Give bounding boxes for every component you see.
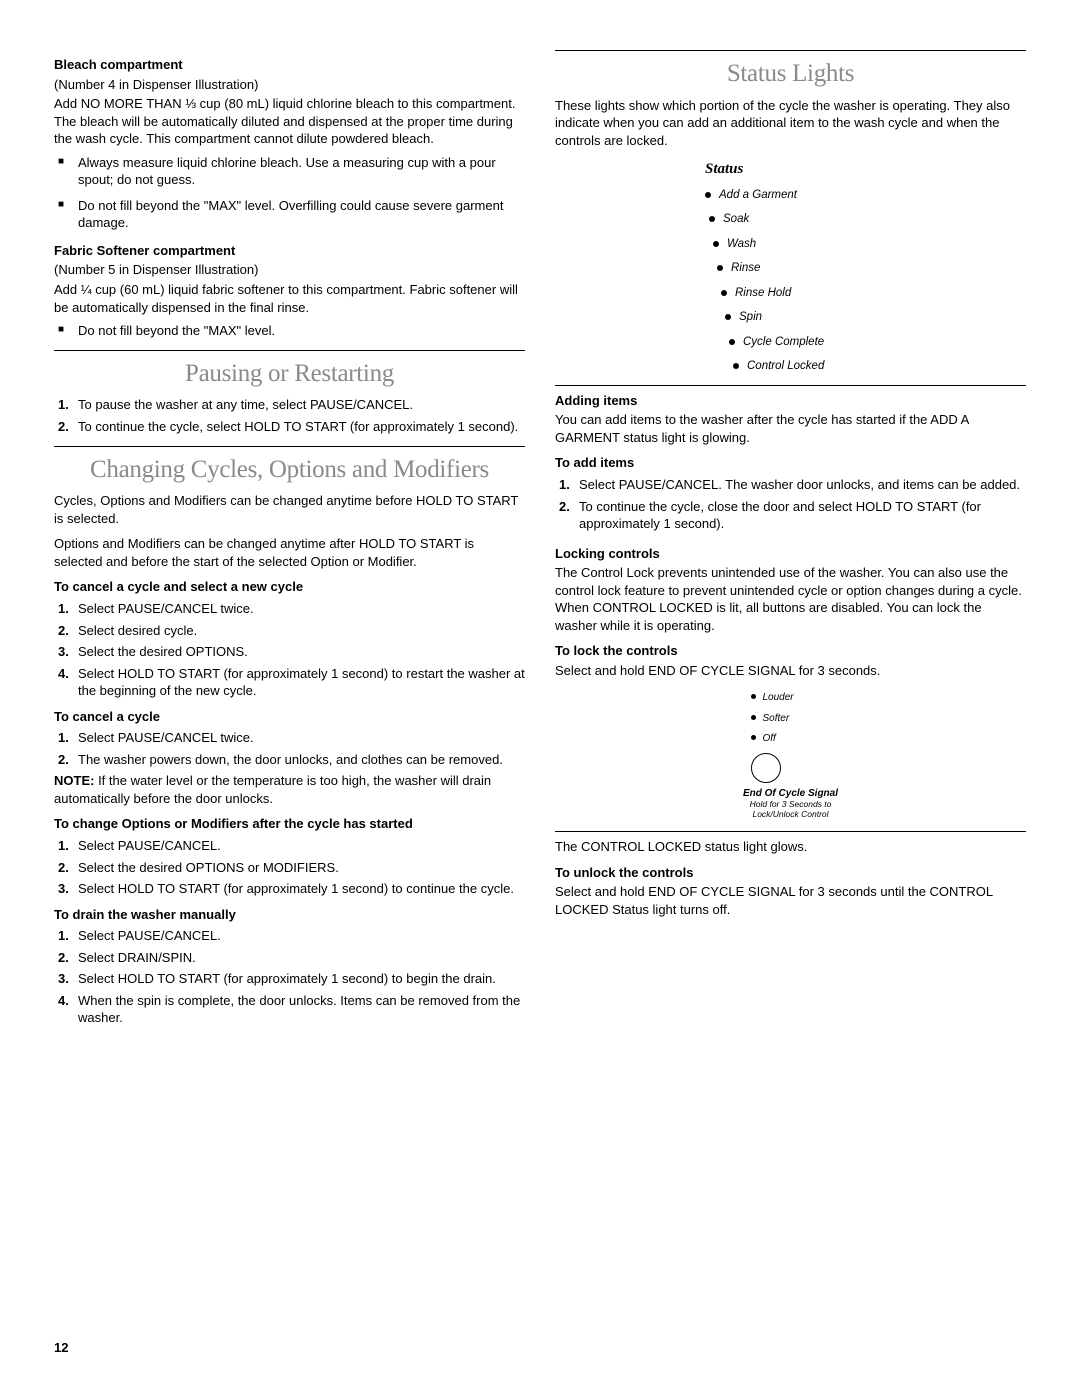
changing-l2: Select PAUSE/CANCEL twice. The washer po… bbox=[54, 729, 525, 768]
divider bbox=[555, 50, 1026, 51]
adding-h1: To add items bbox=[555, 454, 1026, 472]
changing-p2: Options and Modifiers can be changed any… bbox=[54, 535, 525, 570]
signal-caption: End Of Cycle Signal bbox=[691, 787, 891, 801]
softener-sub: (Number 5 in Dispenser Illustration) bbox=[54, 261, 525, 279]
bleach-p1: Add NO MORE THAN ⅓ cup (80 mL) liquid ch… bbox=[54, 95, 525, 148]
status-item: Soak bbox=[709, 212, 1026, 228]
adding-p1: You can add items to the washer after th… bbox=[555, 411, 1026, 446]
changing-l3: Select PAUSE/CANCEL. Select the desired … bbox=[54, 837, 525, 898]
signal-item: Softer bbox=[751, 712, 891, 726]
bleach-bullets: Always measure liquid chlorine bleach. U… bbox=[54, 154, 525, 232]
list-item: Select PAUSE/CANCEL twice. bbox=[54, 729, 525, 747]
divider bbox=[54, 446, 525, 447]
list-item: Do not fill beyond the "MAX" level. Over… bbox=[54, 197, 525, 232]
list-item: Select desired cycle. bbox=[54, 622, 525, 640]
adding-head: Adding items bbox=[555, 392, 1026, 410]
softener-bullets: Do not fill beyond the "MAX" level. bbox=[54, 322, 525, 340]
pausing-list: To pause the washer at any time, select … bbox=[54, 396, 525, 435]
right-column: Status Lights These lights show which po… bbox=[555, 50, 1026, 1031]
changing-title: Changing Cycles, Options and Modifiers bbox=[54, 453, 525, 487]
signal-panel: Louder Softer Off End Of Cycle Signal Ho… bbox=[691, 691, 891, 819]
list-item: Select the desired OPTIONS. bbox=[54, 643, 525, 661]
list-item: Select PAUSE/CANCEL twice. bbox=[54, 600, 525, 618]
two-column-layout: Bleach compartment (Number 4 in Dispense… bbox=[54, 50, 1026, 1031]
list-item: When the spin is complete, the door unlo… bbox=[54, 992, 525, 1027]
locking-p1: The Control Lock prevents unintended use… bbox=[555, 564, 1026, 634]
list-item: To continue the cycle, close the door an… bbox=[555, 498, 1026, 533]
signal-item: Off bbox=[751, 732, 891, 746]
adding-l1: Select PAUSE/CANCEL. The washer door unl… bbox=[555, 476, 1026, 533]
divider bbox=[555, 385, 1026, 386]
signal-item: Louder bbox=[751, 691, 891, 705]
list-item: Select the desired OPTIONS or MODIFIERS. bbox=[54, 859, 525, 877]
softener-head: Fabric Softener compartment bbox=[54, 242, 525, 260]
locking-p4: Select and hold END OF CYCLE SIGNAL for … bbox=[555, 883, 1026, 918]
knob-icon bbox=[751, 753, 781, 783]
locking-p2: Select and hold END OF CYCLE SIGNAL for … bbox=[555, 662, 1026, 680]
list-item: Select HOLD TO START (for approximately … bbox=[54, 665, 525, 700]
changing-p1: Cycles, Options and Modifiers can be cha… bbox=[54, 492, 525, 527]
divider bbox=[54, 350, 525, 351]
divider bbox=[555, 831, 1026, 832]
status-item: Spin bbox=[725, 310, 1026, 326]
changing-h4: To drain the washer manually bbox=[54, 906, 525, 924]
status-item: Control Locked bbox=[733, 359, 1026, 375]
status-item: Rinse Hold bbox=[721, 286, 1026, 302]
changing-l1: Select PAUSE/CANCEL twice. Select desire… bbox=[54, 600, 525, 700]
status-p1: These lights show which portion of the c… bbox=[555, 97, 1026, 150]
list-item: Select DRAIN/SPIN. bbox=[54, 949, 525, 967]
list-item: To continue the cycle, select HOLD TO ST… bbox=[54, 418, 525, 436]
bleach-head: Bleach compartment bbox=[54, 56, 525, 74]
status-item: Rinse bbox=[717, 261, 1026, 277]
status-list: Add a Garment Soak Wash Rinse Rinse Hold… bbox=[705, 188, 1026, 375]
list-item: Do not fill beyond the "MAX" level. bbox=[54, 322, 525, 340]
changing-l4: Select PAUSE/CANCEL. Select DRAIN/SPIN. … bbox=[54, 927, 525, 1027]
status-panel: Status Add a Garment Soak Wash Rinse Rin… bbox=[705, 159, 1026, 374]
list-item: Always measure liquid chlorine bleach. U… bbox=[54, 154, 525, 189]
bleach-sub: (Number 4 in Dispenser Illustration) bbox=[54, 76, 525, 94]
locking-p3: The CONTROL LOCKED status light glows. bbox=[555, 838, 1026, 856]
changing-note: NOTE: If the water level or the temperat… bbox=[54, 772, 525, 807]
list-item: To pause the washer at any time, select … bbox=[54, 396, 525, 414]
locking-head: Locking controls bbox=[555, 545, 1026, 563]
status-item: Add a Garment bbox=[705, 188, 1026, 204]
changing-h3: To change Options or Modifiers after the… bbox=[54, 815, 525, 833]
changing-h2: To cancel a cycle bbox=[54, 708, 525, 726]
status-item: Cycle Complete bbox=[729, 335, 1026, 351]
list-item: Select PAUSE/CANCEL. bbox=[54, 837, 525, 855]
list-item: The washer powers down, the door unlocks… bbox=[54, 751, 525, 769]
status-panel-title: Status bbox=[705, 159, 1026, 179]
list-item: Select PAUSE/CANCEL. The washer door unl… bbox=[555, 476, 1026, 494]
softener-p1: Add ¼ cup (60 mL) liquid fabric softener… bbox=[54, 281, 525, 316]
status-item: Wash bbox=[713, 237, 1026, 253]
locking-h1: To lock the controls bbox=[555, 642, 1026, 660]
signal-list: Louder Softer Off bbox=[751, 691, 891, 746]
changing-h1: To cancel a cycle and select a new cycle bbox=[54, 578, 525, 596]
list-item: Select HOLD TO START (for approximately … bbox=[54, 880, 525, 898]
status-title: Status Lights bbox=[555, 57, 1026, 91]
pausing-title: Pausing or Restarting bbox=[54, 357, 525, 391]
list-item: Select PAUSE/CANCEL. bbox=[54, 927, 525, 945]
page-number: 12 bbox=[54, 1339, 68, 1357]
signal-sub2: Lock/Unlock Control bbox=[691, 810, 891, 819]
list-item: Select HOLD TO START (for approximately … bbox=[54, 970, 525, 988]
left-column: Bleach compartment (Number 4 in Dispense… bbox=[54, 50, 525, 1031]
locking-h2: To unlock the controls bbox=[555, 864, 1026, 882]
